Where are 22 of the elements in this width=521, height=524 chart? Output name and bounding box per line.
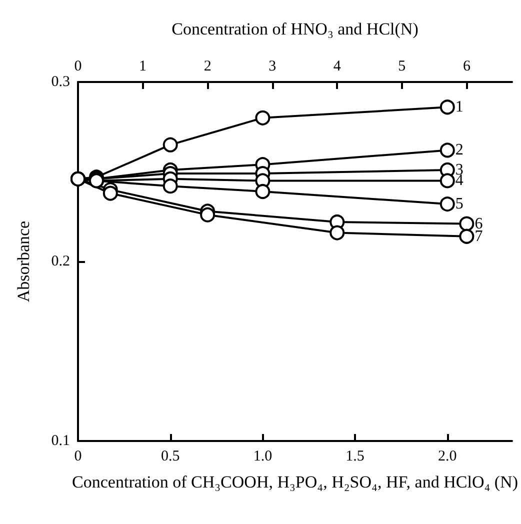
x-tick-label: 2.0 [438,448,457,464]
x-tick-label: 1.0 [253,448,272,464]
x2-tick-label: 0 [74,58,82,74]
series-label: 2 [455,142,464,159]
y-axis-title: Absorbance [14,220,33,302]
x2-tick-label: 4 [333,58,342,74]
y-tick-label: 0.1 [51,433,70,449]
series-label: 7 [474,228,483,245]
x2-tick-label: 1 [139,58,147,74]
y-tick-label: 0.2 [51,254,70,270]
x-tick-label: 1.5 [346,448,364,464]
series-label: 5 [455,196,464,213]
x-tick-label: 0 [74,448,82,464]
series-label: 1 [455,98,464,116]
x2-tick-label: 3 [268,58,276,74]
x2-tick-label: 6 [462,58,471,74]
x2-axis-title: Concentration of HNO₃ and HCl(N) [172,20,418,38]
x-tick-label: 0.5 [160,448,180,464]
x-axis-title: Concentration of CH₃COOH, H₃PO₄, H₂SO₄, HF, and HClO₄ (N) [72,472,518,492]
y-tick-label: 0.3 [51,74,70,90]
x2-tick-label: 5 [398,58,406,74]
x2-tick-label: 2 [204,58,212,74]
